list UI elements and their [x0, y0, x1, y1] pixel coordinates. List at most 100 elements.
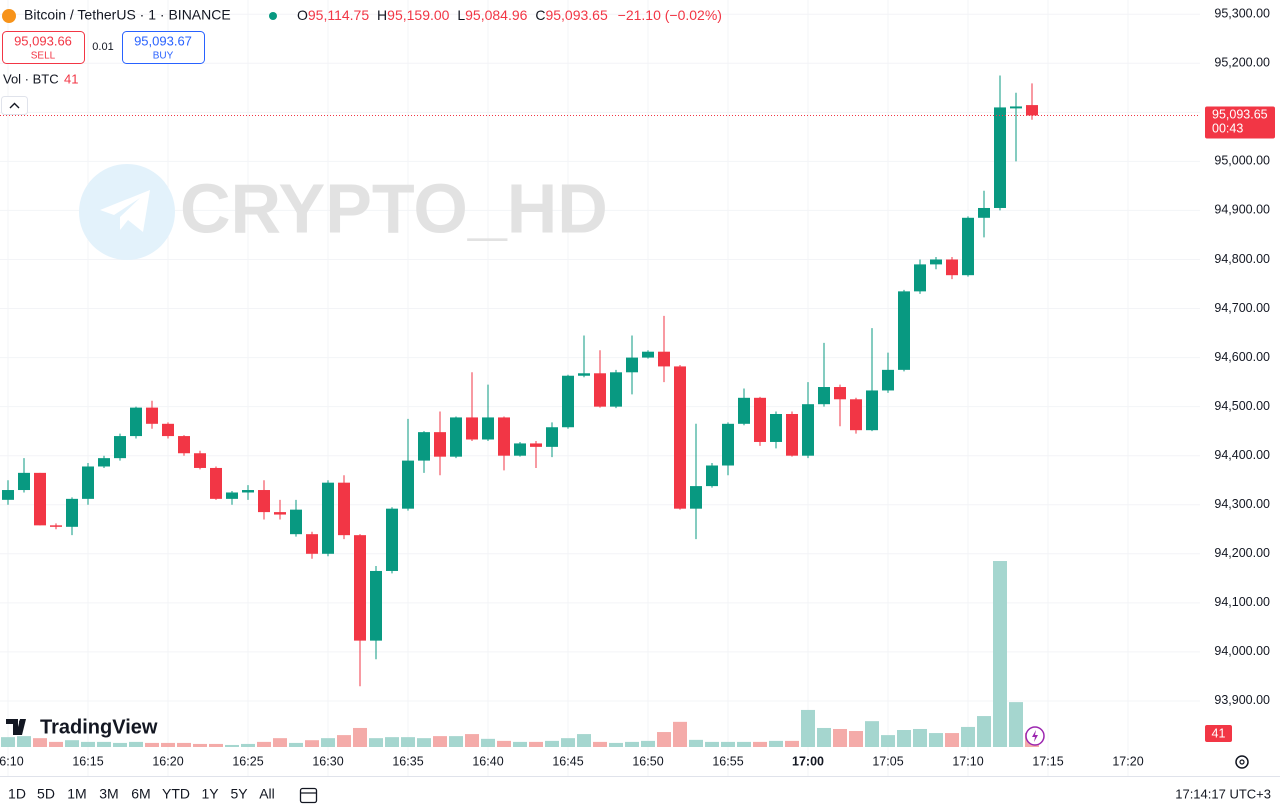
sell-button[interactable]: 95,093.66 SELL	[2, 31, 85, 64]
volume-bar	[113, 742, 127, 747]
brand-logo-dot	[19, 719, 24, 725]
x-tick-label: 17:00	[792, 754, 824, 768]
candle-body	[306, 534, 318, 554]
header: Bitcoin / TetherUS · 1 · BINANCE O95,114…	[1, 7, 722, 115]
candle-body	[690, 486, 702, 509]
change: −21.10 (−0.02%)	[618, 7, 722, 23]
collapse-button[interactable]	[1, 96, 28, 115]
candle-body	[434, 432, 446, 457]
candle-body	[354, 535, 366, 641]
volume-bar	[945, 733, 959, 747]
countdown: 00:43	[1212, 122, 1243, 136]
range-button[interactable]: 1D	[8, 786, 26, 802]
ohlc-key: L	[457, 7, 465, 23]
buy-label[interactable]: BUY	[153, 51, 174, 62]
alert-bolt[interactable]	[1032, 730, 1038, 742]
candle-body	[786, 413, 798, 456]
settings-icon[interactable]	[1235, 755, 1249, 769]
collapse-box[interactable]	[1, 96, 28, 115]
range-button[interactable]: 1Y	[201, 786, 219, 802]
volume-bar	[129, 741, 143, 747]
volume-bar	[305, 740, 319, 747]
volume-bar	[401, 737, 415, 747]
candle-body	[66, 498, 78, 527]
range-button[interactable]: All	[259, 786, 275, 802]
brand: TradingView	[6, 716, 158, 738]
volume-bar	[993, 561, 1007, 747]
volume-bar	[881, 735, 895, 747]
volume-bar	[33, 738, 47, 747]
y-tick-label: 94,500.00	[1214, 399, 1270, 413]
coin-icon	[2, 9, 16, 23]
buy-button[interactable]: 95,093.67 BUY	[122, 31, 205, 64]
range-button[interactable]: 5Y	[230, 786, 248, 802]
symbol: Bitcoin / TetherUS · 1 · BINANCE	[24, 7, 231, 23]
buy-price[interactable]: 95,093.67	[134, 33, 192, 48]
volume-bar	[289, 742, 303, 747]
last-price-label: 95,093.65	[1212, 108, 1268, 122]
gear-hub[interactable]	[1239, 759, 1245, 765]
x-tick-label: 16:35	[392, 754, 423, 768]
sell-price[interactable]: 95,093.66	[14, 33, 72, 48]
candle-body	[450, 417, 462, 457]
candle-body	[546, 427, 558, 447]
candle-body	[130, 407, 142, 437]
volume-bar	[65, 740, 79, 747]
clock: 17:14:17 UTC+3	[1175, 786, 1271, 801]
ohlc-value: 95,093.65	[545, 7, 607, 23]
ohlc-key: H	[377, 7, 387, 23]
candle-body	[850, 399, 862, 431]
candle-body	[610, 372, 622, 407]
y-tick-label: 94,300.00	[1214, 497, 1270, 511]
volume-bar	[1, 737, 15, 747]
candle-body	[754, 397, 766, 442]
volume-bar	[417, 738, 431, 747]
range-button[interactable]: 6M	[131, 786, 150, 802]
volume-bar	[385, 737, 399, 747]
volume-bar	[593, 741, 607, 747]
volume-bar	[801, 709, 815, 747]
candle-body	[770, 413, 782, 442]
volume-bar	[177, 742, 191, 747]
volume-bar	[769, 740, 783, 747]
ohlc-key: C	[535, 7, 545, 23]
volume-bar	[785, 740, 799, 747]
ohlc-key: O	[297, 7, 308, 23]
candle-body	[386, 508, 398, 571]
candle-body	[178, 436, 190, 454]
collapse-icon[interactable]	[9, 102, 20, 109]
volume-bar	[673, 721, 687, 747]
candle-body	[514, 443, 526, 456]
calendar-icon[interactable]	[299, 787, 318, 804]
candle-body	[530, 443, 542, 447]
calendar-box[interactable]	[299, 787, 318, 804]
gear[interactable]	[1235, 755, 1249, 769]
alert-icon[interactable]	[1025, 726, 1045, 746]
range-button[interactable]: YTD	[162, 786, 190, 802]
y-tick-label: 94,800.00	[1214, 252, 1270, 266]
candle-body	[674, 366, 686, 509]
ohlc-value: 95,084.96	[465, 7, 527, 23]
candle-body	[498, 417, 510, 456]
candle-body	[722, 423, 734, 466]
volume-bar	[977, 716, 991, 747]
x-tick-label: 16:40	[472, 754, 503, 768]
y-tick-label: 94,700.00	[1214, 301, 1270, 315]
x-tick-label: 16:10	[0, 754, 24, 768]
volume-layer	[1, 561, 1039, 747]
candle-body	[34, 472, 46, 526]
range-button[interactable]: 5D	[37, 786, 55, 802]
buy-box[interactable]	[122, 31, 205, 64]
volume-bar	[369, 738, 383, 747]
candle-body	[242, 490, 254, 493]
sell-label[interactable]: SELL	[31, 51, 56, 62]
y-tick-label: 94,100.00	[1214, 595, 1270, 609]
candle-body	[18, 472, 30, 491]
volume-bar	[97, 741, 111, 747]
x-tick-label: 16:25	[232, 754, 263, 768]
sell-box[interactable]	[2, 31, 85, 64]
range-button[interactable]: 3M	[99, 786, 118, 802]
candle-body	[194, 453, 206, 468]
range-button[interactable]: 1M	[67, 786, 86, 802]
watermark: CRYPTO_HD	[79, 164, 608, 260]
